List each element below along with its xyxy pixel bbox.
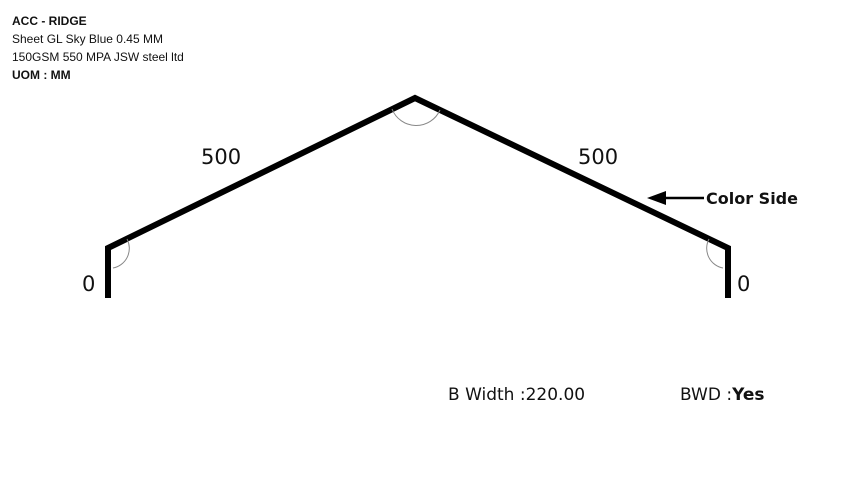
b-width-field: B Width :220.00: [448, 385, 585, 405]
ridge-profile-line: [105, 94, 731, 298]
uom-value: MM: [50, 68, 71, 82]
right-angle-arc: [706, 238, 724, 269]
left-slope-label: 500: [201, 145, 241, 169]
bwd-field: BWD :Yes: [680, 385, 765, 405]
uom-label: UOM :: [12, 68, 48, 82]
color-side-arrow-icon: [647, 191, 704, 205]
bwd-value: Yes: [732, 385, 765, 405]
left-angle-arc: [112, 238, 130, 269]
material-line-2: 150GSM 550 MPA JSW steel ltd: [12, 50, 184, 64]
header-block: ACC - RIDGE Sheet GL Sky Blue 0.45 MM 15…: [12, 12, 184, 84]
b-width-label: B Width :: [448, 385, 526, 405]
bwd-label: BWD :: [680, 385, 733, 405]
right-slope-label: 500: [578, 145, 618, 169]
material-line-1: Sheet GL Sky Blue 0.45 MM: [12, 32, 163, 46]
b-width-value: 220.00: [525, 385, 586, 405]
color-side-label: Color Side: [706, 189, 798, 208]
left-return-label: 0: [82, 272, 95, 296]
apex-angle-arc: [391, 108, 441, 126]
uom-line: UOM : MM: [12, 66, 184, 84]
right-return-label: 0: [737, 272, 750, 296]
profile-title: ACC - RIDGE: [12, 14, 87, 28]
